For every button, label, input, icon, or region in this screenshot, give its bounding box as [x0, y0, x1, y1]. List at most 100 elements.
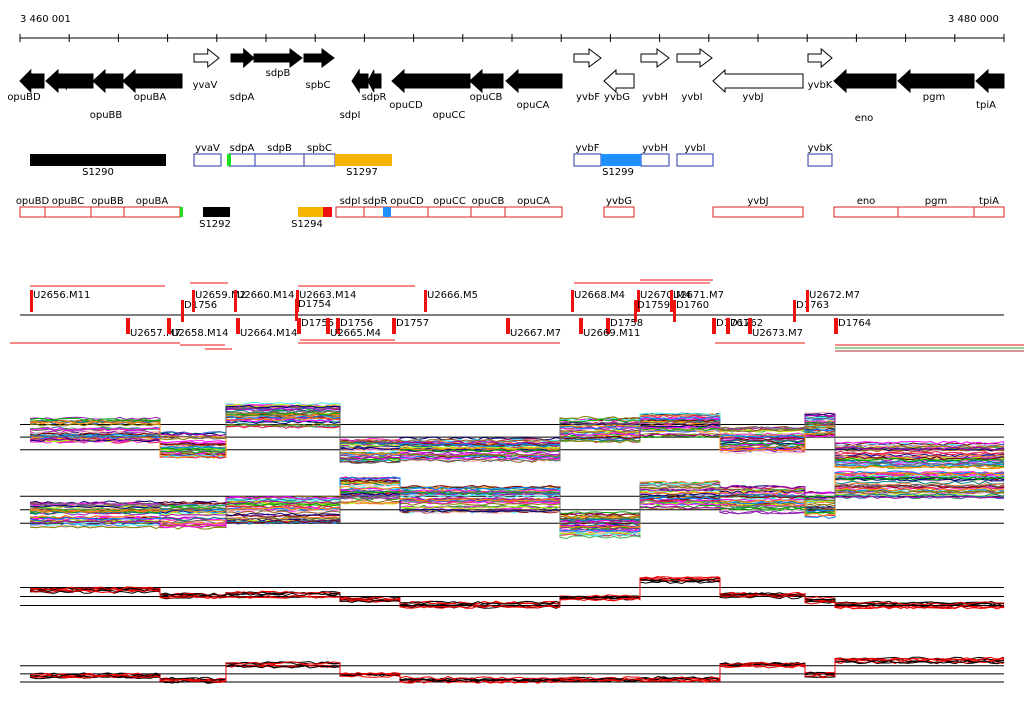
annot-label-opuBB: opuBB — [91, 196, 124, 207]
gene-arrow-yvbH — [640, 48, 670, 68]
annot-label-sdpA: sdpA — [230, 143, 255, 154]
expression-panel-4 — [20, 656, 1005, 684]
annot-label-sdpB: sdpB — [267, 143, 292, 154]
gene-label-sdpR: sdpR — [362, 92, 387, 103]
axis-left-label: 3 460 001 — [20, 14, 71, 25]
gene-arrow-opuCA — [505, 68, 563, 94]
annot-box-yvbF — [573, 153, 602, 167]
tu-marker-bottom-8 — [606, 318, 610, 334]
tu-label-bottom-2: U2664.M14 — [240, 328, 297, 339]
tu-marker-bottom-5 — [392, 318, 396, 334]
coordinate-axis: 3 460 001 3 480 000 — [19, 14, 1005, 42]
blue-marker — [383, 207, 391, 217]
gene-arrow-opuBB — [92, 68, 124, 94]
tu-marker-bottom-3 — [297, 318, 301, 334]
annot-box-yvbJ — [712, 206, 804, 218]
annot-label-sdpR: sdpR — [363, 196, 388, 207]
tu-label-top-0: U2656.M11 — [33, 290, 90, 301]
tu-marker-bottom-9 — [579, 318, 583, 334]
tu-label-top-8: U2670.M4 — [640, 290, 691, 301]
annot-box-opuCD — [385, 206, 429, 218]
annot-label-yvbG: yvbG — [606, 196, 632, 207]
annot-box-eno — [833, 206, 899, 218]
green-marker — [227, 154, 231, 166]
annot-box-pgm — [897, 206, 975, 218]
tu-label-top-4: D1754 — [298, 299, 331, 310]
tu-label-top-1: D1756 — [184, 300, 217, 311]
gene-arrow-sdpA — [230, 47, 255, 69]
tu-marker-top-13 — [806, 290, 809, 312]
tu-marker-top-11 — [673, 300, 676, 322]
gene-label-opuCA: opuCA — [517, 100, 550, 111]
gene-arrow-pgm — [897, 68, 975, 94]
tu-marker-top-12 — [793, 300, 796, 322]
tu-label-bottom-11: D1762 — [730, 318, 763, 329]
tu-marker-bottom-10 — [712, 318, 716, 334]
gene-arrow-yvbJ — [712, 68, 804, 94]
segment-label-S1290: S1290 — [82, 167, 114, 178]
gene-label-opuBB: opuBB — [90, 110, 123, 121]
annot-box-yvbI — [676, 153, 714, 167]
tu-label-top-12: D1763 — [796, 300, 829, 311]
segment-label-S1292: S1292 — [199, 219, 231, 230]
tu-label-bottom-5: D1757 — [396, 318, 429, 329]
gene-arrow-yvaV — [193, 47, 220, 69]
segment-label-S1299: S1299 — [602, 167, 634, 178]
gene-arrow-eno — [833, 68, 897, 94]
tu-label-top-13: U2672.M7 — [809, 290, 860, 301]
expression-panel-2 — [20, 470, 1005, 540]
gene-arrow-opuBA — [122, 68, 183, 94]
tu-marker-top-0 — [30, 290, 33, 312]
tu-label-top-5: U2663.M14 — [299, 290, 356, 301]
tu-marker-top-10 — [670, 290, 673, 312]
expression-panel-3 — [20, 575, 1005, 610]
annot-label-yvaV: yvaV — [195, 143, 220, 154]
gene-arrow-yvbI — [676, 48, 713, 68]
tu-marker-bottom-11 — [726, 318, 730, 334]
gene-label-pgm: pgm — [923, 92, 945, 103]
gene-label-eno: eno — [855, 113, 874, 124]
gene-label-opuCB: opuCB — [470, 92, 503, 103]
tu-marker-top-1 — [181, 300, 184, 322]
annot-box-yvbG — [603, 206, 635, 218]
annot-label-yvbK: yvbK — [808, 143, 833, 154]
gene-label-yvbJ: yvbJ — [742, 92, 763, 103]
tu-marker-bottom-1 — [167, 318, 171, 334]
annot-box-yvaV — [193, 153, 222, 167]
gene-label-yvbI: yvbI — [681, 92, 702, 103]
tu-label-top-9: D1759 — [637, 300, 670, 311]
gene-label-sdpB: sdpB — [266, 68, 291, 79]
segment-bar-S1292 — [203, 207, 230, 217]
annot-box-yvbH — [640, 153, 670, 167]
gene-arrow-opuCD — [391, 68, 471, 94]
annot-box-opuCA — [504, 206, 563, 218]
gene-label-opuCC: opuCC — [433, 110, 466, 121]
annot-box-spbC — [303, 153, 336, 167]
tu-label-bottom-3: D1755 — [301, 318, 334, 329]
annot-label-yvbJ: yvbJ — [747, 196, 768, 207]
gene-label-yvaV: yvaV — [193, 80, 218, 91]
tu-marker-top-5 — [296, 290, 299, 312]
gene-arrow-yvbK — [807, 47, 833, 69]
tu-label-bottom-9: U2669.M11 — [583, 328, 640, 339]
annot-label-yvbH: yvbH — [642, 143, 668, 154]
tu-marker-bottom-13 — [834, 318, 838, 334]
tu-label-top-3: U2660.M14 — [237, 290, 294, 301]
gene-label-yvbH: yvbH — [642, 92, 668, 103]
gene-arrow-opuCB — [469, 68, 504, 94]
annot-box-opuBD — [19, 206, 46, 218]
tu-label-top-2: U2659.M2 — [195, 290, 246, 301]
segment-bar-S1294-orange — [298, 207, 323, 217]
tu-label-bottom-13: D1764 — [838, 318, 871, 329]
tu-marker-bottom-6 — [326, 318, 330, 334]
annot-label-opuCA: opuCA — [517, 196, 550, 207]
annot-box-sdpI — [335, 206, 365, 218]
gene-label-tpiA: tpiA — [976, 100, 996, 111]
gene-label-yvbG: yvbG — [604, 92, 630, 103]
tu-label-bottom-7: U2667.M7 — [510, 328, 561, 339]
annot-label-tpiA: tpiA — [979, 196, 999, 207]
tu-label-bottom-0: U2657.M7 — [130, 328, 181, 339]
tu-label-top-10: U2671.M7 — [673, 290, 724, 301]
gene-arrow-opuBD — [19, 68, 45, 94]
